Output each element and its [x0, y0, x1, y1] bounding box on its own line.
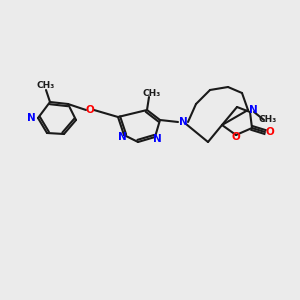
Text: N: N	[153, 134, 161, 144]
Text: CH₃: CH₃	[259, 115, 277, 124]
Text: CH₃: CH₃	[37, 80, 55, 89]
Text: O: O	[85, 105, 94, 115]
Text: O: O	[266, 127, 274, 137]
Text: N: N	[249, 105, 257, 115]
Text: N: N	[27, 113, 36, 123]
Text: N: N	[118, 132, 126, 142]
Text: CH₃: CH₃	[143, 88, 161, 98]
Text: O: O	[232, 132, 240, 142]
Text: N: N	[178, 117, 188, 127]
